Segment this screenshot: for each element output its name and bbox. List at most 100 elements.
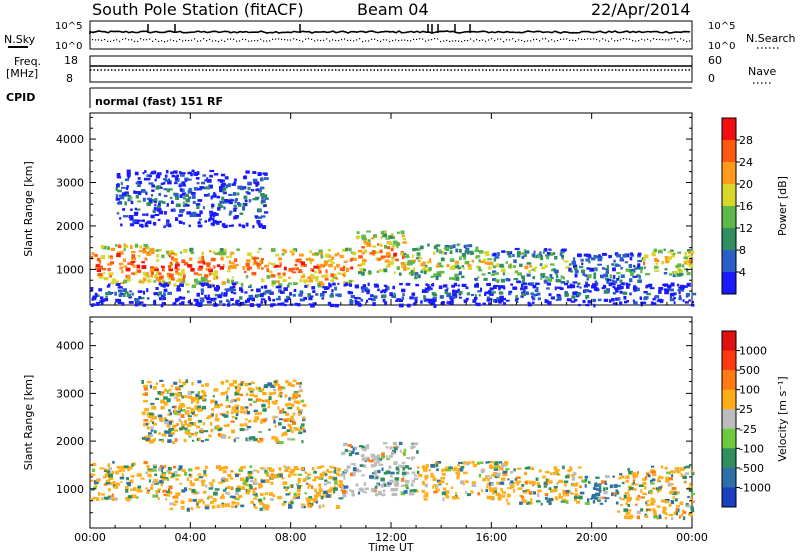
- echo-cell: [307, 293, 311, 298]
- echo-cell: [329, 465, 332, 468]
- echo-cell: [660, 465, 664, 469]
- echo-cell: [234, 215, 239, 219]
- echo-cell: [389, 479, 394, 484]
- echo-cell: [169, 427, 175, 431]
- echo-cell: [585, 258, 590, 262]
- echo-cell: [604, 497, 610, 500]
- nsearch-point: [239, 40, 241, 42]
- echo-cell: [138, 191, 142, 196]
- echo-cell: [315, 275, 319, 279]
- echo-cell: [187, 423, 192, 428]
- echo-cell: [153, 292, 159, 296]
- echo-cell: [219, 248, 224, 252]
- echo-cell: [497, 493, 502, 497]
- echo-cell: [152, 494, 157, 498]
- echo-cell: [189, 422, 194, 426]
- echo-cell: [368, 297, 372, 300]
- echo-cell: [474, 297, 478, 300]
- echo-cell: [278, 418, 283, 421]
- echo-cell: [567, 469, 571, 473]
- echo-cell: [174, 193, 179, 197]
- echo-cell: [560, 254, 564, 258]
- echo-cell: [188, 196, 192, 200]
- echo-cell: [661, 260, 665, 265]
- echo-cell: [358, 445, 363, 448]
- echo-cell: [450, 266, 456, 270]
- echo-cell: [210, 215, 213, 219]
- echo-cell: [362, 259, 367, 263]
- echo-cell: [540, 502, 543, 506]
- echo-cell: [180, 174, 185, 177]
- echo-cell: [435, 244, 441, 247]
- echo-cell: [146, 380, 152, 384]
- echo-cell: [618, 484, 621, 488]
- echo-cell: [489, 293, 494, 296]
- colorbar-segment: [722, 140, 736, 163]
- echo-cell: [352, 471, 356, 474]
- echo-cell: [136, 264, 141, 269]
- colorbar-tick-label: 8: [739, 244, 746, 257]
- echo-cell: [228, 436, 231, 439]
- echo-cell: [247, 473, 252, 477]
- echo-cell: [295, 483, 299, 487]
- echo-cell: [127, 277, 131, 282]
- echo-cell: [144, 435, 149, 440]
- echo-cell: [214, 293, 219, 297]
- echo-cell: [258, 223, 263, 228]
- echo-cell: [240, 486, 245, 490]
- echo-cell: [245, 222, 249, 227]
- echo-cell: [558, 493, 561, 497]
- echo-cell: [121, 302, 125, 306]
- echo-cell: [197, 380, 202, 384]
- echo-cell: [278, 276, 283, 279]
- echo-cell: [432, 477, 437, 482]
- echo-cell: [649, 490, 653, 495]
- echo-cell: [308, 303, 312, 306]
- echo-cell: [556, 482, 559, 485]
- echo-cell: [318, 249, 323, 254]
- echo-cell: [120, 481, 123, 484]
- echo-cell: [164, 421, 169, 425]
- echo-cell: [219, 427, 223, 431]
- echo-cell: [151, 469, 157, 472]
- nsearch-point: [686, 40, 688, 42]
- echo-cell: [385, 470, 391, 475]
- echo-cell: [275, 285, 279, 289]
- echo-cell: [211, 505, 216, 509]
- echo-cell: [237, 185, 243, 190]
- x-tick-label: 20:00: [576, 531, 608, 544]
- echo-cell: [258, 260, 262, 264]
- echo-cell: [228, 260, 232, 264]
- echo-cell: [245, 428, 249, 431]
- echo-cell: [104, 468, 108, 471]
- echo-cell: [508, 264, 512, 267]
- echo-cell: [145, 471, 149, 475]
- echo-cell: [163, 182, 166, 185]
- echo-cell: [183, 487, 188, 492]
- echo-cell: [370, 487, 375, 492]
- echo-cell: [346, 267, 350, 271]
- echo-cell: [221, 435, 227, 439]
- echo-cell: [97, 492, 101, 496]
- echo-cell: [492, 299, 497, 303]
- echo-cell: [161, 302, 165, 305]
- echo-cell: [128, 195, 131, 198]
- echo-cell: [269, 469, 272, 473]
- echo-cell: [562, 492, 565, 497]
- nsearch-point: [614, 40, 616, 42]
- echo-cell: [505, 468, 510, 471]
- echo-cell: [251, 297, 255, 302]
- echo-cell: [206, 417, 210, 420]
- echo-cell: [495, 299, 498, 303]
- echo-cell: [275, 381, 278, 386]
- echo-cell: [91, 252, 95, 256]
- nsearch-point: [515, 40, 517, 42]
- echo-cell: [266, 473, 270, 477]
- echo-cell: [556, 274, 559, 278]
- nsearch-point: [203, 38, 205, 40]
- echo-cell: [216, 284, 219, 288]
- echo-cell: [524, 253, 527, 257]
- echo-cell: [271, 274, 276, 278]
- echo-cell: [195, 177, 200, 180]
